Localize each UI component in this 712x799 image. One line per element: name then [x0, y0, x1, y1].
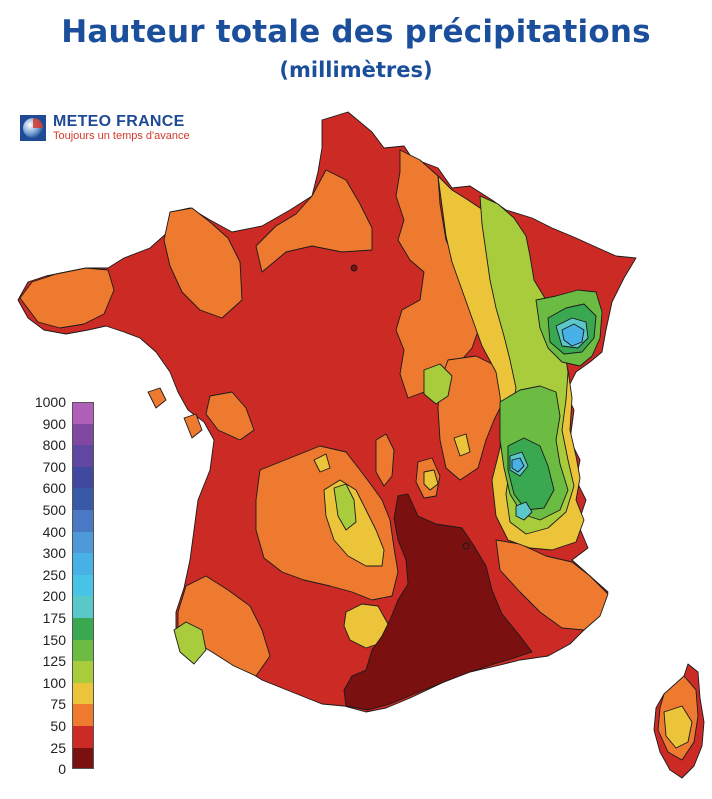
spot-auvergne-yellow [423, 469, 439, 491]
legend-label: 50 [50, 718, 66, 734]
legend-label: 800 [42, 437, 66, 454]
spot-loire-west-orange [183, 413, 203, 439]
spot-darkred-2 [462, 542, 470, 550]
legend-label: 900 [42, 415, 66, 432]
legend-swatch [72, 574, 94, 597]
legend-label: 500 [42, 502, 66, 518]
color-legend: 1000 900 800 700 600 500 400 300 250 200 175 150 125… [0, 392, 94, 782]
legend-swatch [72, 682, 94, 705]
zone-basque-yellowgreen [173, 621, 207, 665]
legend-swatch [72, 553, 94, 575]
zone-alps-blue [511, 457, 525, 473]
spot-massif-yellow [313, 453, 331, 473]
legend-label: 25 [50, 739, 66, 756]
map-title: Hauteur totale des précipitations [61, 14, 651, 50]
legend-label: 300 [42, 545, 66, 562]
legend-swatch [72, 704, 94, 726]
legend-label: 175 [42, 610, 66, 626]
zone-massif-yellowgreen [333, 483, 357, 531]
legend-swatch [72, 423, 94, 446]
spot-darkred-1 [350, 264, 358, 272]
logo-slogan: Toujours un temps d'avance [53, 130, 190, 142]
legend-label: 125 [42, 653, 66, 670]
legend-label: 700 [42, 458, 66, 475]
legend-label: 250 [42, 566, 66, 583]
legend-swatch [72, 618, 94, 640]
legend-label: 400 [42, 523, 66, 540]
spot-loire-orange [375, 433, 395, 487]
precipitation-map [17, 111, 705, 779]
legend-swatch [72, 445, 94, 467]
zone-alps-teal-2 [515, 501, 533, 521]
meteo-france-logo-icon [20, 115, 46, 141]
zone-brittany-orange [19, 267, 115, 329]
legend-label: 75 [50, 696, 66, 713]
spot-bretagne-orange [147, 387, 167, 409]
spot-rhone-yellow [453, 433, 471, 457]
zone-jura-yellowgreen [423, 363, 453, 405]
zone-alps-orange [495, 539, 609, 631]
legend-swatch [72, 726, 94, 748]
legend-swatch [72, 466, 94, 489]
zone-corsica-yellow [663, 705, 693, 749]
legend-swatch [72, 510, 94, 532]
legend-swatch [72, 596, 94, 618]
logo-name: METEO FRANCE [53, 113, 185, 130]
legend-label: 150 [42, 631, 66, 648]
legend-label: 600 [42, 480, 66, 497]
legend-swatch [72, 402, 94, 424]
zone-vosges-blue [561, 323, 585, 347]
legend-swatch [72, 639, 94, 662]
legend-swatch [72, 531, 94, 554]
legend-swatch [72, 747, 94, 770]
legend-label: 1000 [34, 394, 66, 410]
map-subtitle: (millimètres) [279, 58, 433, 82]
spot-centre-orange [205, 391, 255, 441]
legend-swatch [72, 661, 94, 683]
meteo-france-logo: METEO FRANCE Toujours un temps d'avance [20, 113, 210, 145]
zone-northeast-orange [395, 149, 483, 399]
legend-label: 200 [42, 588, 66, 605]
legend-label: 0 [58, 761, 66, 778]
legend-label: 100 [42, 674, 66, 691]
zone-south-darkred [343, 493, 533, 711]
legend-swatch [72, 488, 94, 510]
zone-north-orange [255, 169, 373, 273]
zone-normandy-orange [163, 207, 243, 319]
